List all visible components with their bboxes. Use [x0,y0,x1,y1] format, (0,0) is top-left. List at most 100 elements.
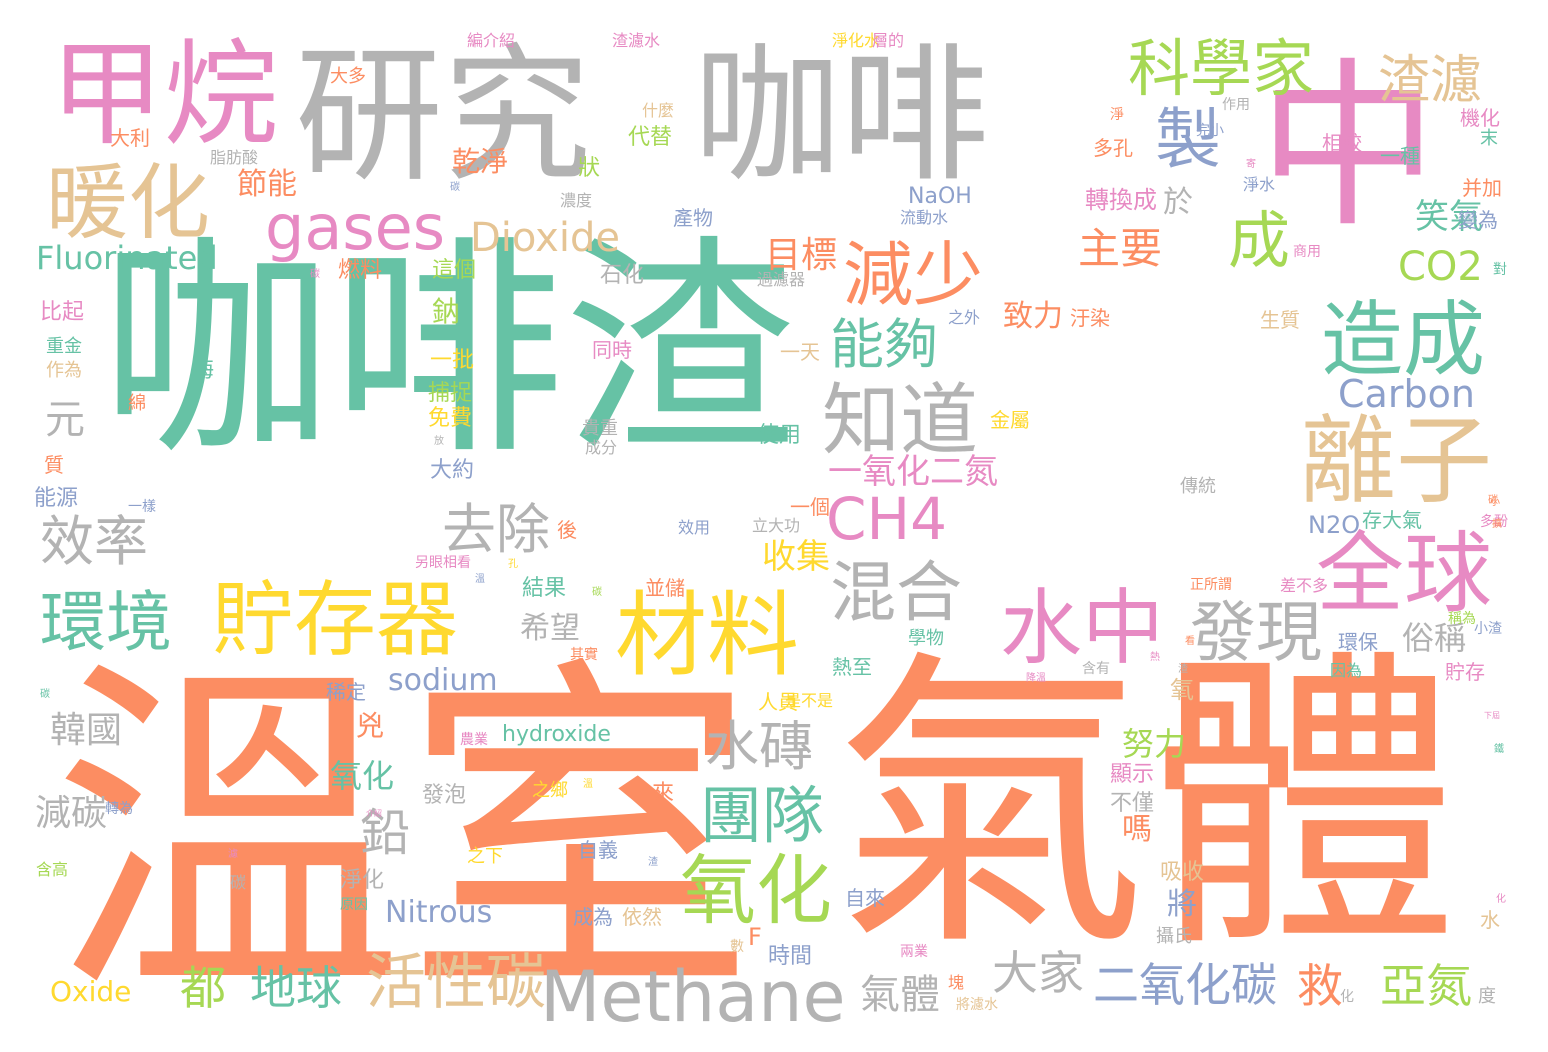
word-global: 全球 [1316,522,1493,625]
word-commercial: 商用 [1293,244,1321,260]
word-activated-carbon: 活性碳 [366,948,546,1018]
word-scientist: 科學家 [1128,32,1315,105]
word-team: 團隊 [700,779,825,852]
word-at: 於 [1163,185,1193,220]
word-hua: 化 [1340,989,1354,1005]
word-goal: 目標 [765,235,838,276]
word-cause: 造成 [1321,293,1486,388]
word-as: 作為 [46,360,82,381]
word-composition: 成分 [585,438,618,457]
word-polyphenol: 多酚 [1480,514,1508,530]
word-heat-to: 熱至 [832,655,872,679]
word-chemical: 學物 [908,628,944,649]
word-oxidize: 氧化 [680,846,832,935]
word-under: 之下 [467,846,503,867]
word-free: 免費 [428,406,473,431]
word-product: 產物 [673,206,713,230]
word-clean-water: 淨水 [1243,175,1276,194]
word-because: 因為 [1330,661,1363,680]
word-filtered-water: 渣濾水 [612,31,661,50]
word-use: 使用 [757,423,802,448]
word-carbon-2: 碳 [1488,495,1498,506]
word-coffee: 咖啡 [693,30,989,202]
word-warm-small: 溫 [475,574,485,585]
word-oxide: Oxide [50,975,132,1008]
word-collect: 收集 [762,537,830,577]
word-sodium: sodium [388,663,498,698]
word-warming: 暖化 [46,156,211,251]
word-show: 顯示 [1110,762,1155,787]
word-carbon-4: 碳 [310,269,320,280]
word-porous: 多孔 [1093,136,1133,160]
word-f: F [748,923,762,951]
word-look-up: 另眼相看 [415,555,471,571]
word-see: 看 [1185,636,1195,647]
word-besides: 之外 [948,308,981,327]
word-effort: 努力 [1122,725,1187,763]
word-quality: 質 [44,453,64,477]
word-replace: 代替 [628,125,673,150]
word-oxygen: 氧 [1170,676,1194,704]
word-korea: 韓國 [50,710,123,751]
word-intro: 編介紹 [467,31,516,50]
word-actually: 其實 [570,647,598,663]
word-n2o: N2O [1308,511,1361,539]
word-filter-grounds: 渣濾 [1378,51,1483,111]
word-what: 什麼 [642,101,675,120]
word-naoh: NaOH [908,184,972,209]
word-not-only: 不僅 [1110,791,1155,816]
word-oxidize-small: 氧化 [330,757,395,795]
word-save: 救 [1297,959,1343,1013]
word-warm: 溫 [583,779,593,790]
word-righteous: 自義 [578,838,618,862]
word-tap: 自來 [845,886,885,910]
word-as-saying: 正所謂 [1190,577,1232,593]
word-reason: 原因 [340,897,368,913]
word-block: 塊 [948,973,965,992]
word-pollution: 汙染 [1070,306,1110,330]
word-gas-small: 氣體 [860,972,940,1018]
word-nitrous-en: Nitrous [385,895,493,930]
word-comparison: 相較 [1322,131,1362,155]
word-send: 寄 [1246,159,1256,170]
word-effect: 效用 [678,518,711,537]
word-main: 主要 [1078,224,1163,273]
word-concentration: 濃度 [560,191,593,210]
word-turn-into: 變為 [1458,208,1498,232]
word-and-store: 並儲 [645,576,685,600]
word-small: 小 [1490,497,1500,508]
word-metal: 金屬 [990,408,1030,432]
word-reduce: 減少 [843,234,983,316]
word-greenhouse: 溫室 [52,631,756,1041]
word-ch4: CH4 [826,485,948,553]
word-energy-saving: 節能 [237,167,297,202]
word-compared: 比起 [40,300,85,325]
word-shape: 狀 [578,156,601,181]
word-question: 嗎 [1122,812,1152,847]
word-two-industries: 兩業 [900,944,928,960]
word-dioxide: Dioxide [470,215,620,261]
word-material: 材料 [615,582,800,689]
word-methane: Methane [540,956,846,1038]
word-toward: 對 [1493,262,1507,278]
word-personnel: 人員 [758,690,798,714]
word-hope: 希望 [520,611,580,646]
word-batch: 一批 [430,348,475,373]
word-same: 一樣 [128,499,156,515]
word-purified-water: 淨化水 [832,31,881,50]
word-environment: 環境 [40,584,172,661]
word-coffee-grounds: 咖啡渣 [100,216,797,486]
word-degree: 度 [1478,986,1496,1007]
word-layer: 層的 [872,31,905,50]
word-filter-water: 將濾水 [956,997,998,1013]
word-filter: 過濾器 [757,270,806,289]
word-earth: 地球 [250,961,342,1015]
word-research: 研究 [295,30,591,202]
word-carbon-3: 碳 [450,182,460,193]
word-carbon-5: 碳 [40,689,50,700]
word-next-session: 下屆 [1484,711,1500,720]
word-powder: 末 [1480,128,1498,149]
word-ion: 離子 [1300,405,1492,517]
word-absorb: 吸收 [1160,860,1205,885]
word-contains-high: 含高 [36,860,69,879]
